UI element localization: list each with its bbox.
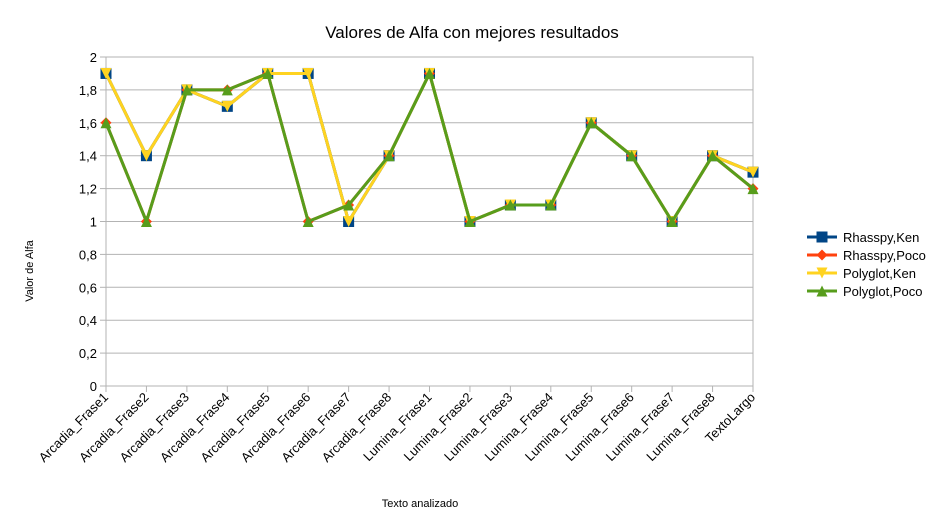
y-tick-label: 1,4 [79,149,97,164]
data-point [140,150,152,162]
y-tick-label: 2 [90,50,97,65]
legend: Rhasspy,Ken Rhasspy,Poco Polyglot,Ken Polyg… [807,230,926,299]
data-point [464,216,476,227]
chart-title: Valores de Alfa con mejores resultados [325,23,619,42]
series-4 [100,67,759,227]
axes: 0 0,2 0,4 0,6 0,8 1 1,2 1,4 1,6 1,8 2 Arcadia_Frase… [36,50,759,465]
x-tick-label: Arcadia_Frase5 [197,390,273,466]
legend-item: Polyglot,Ken [807,266,916,281]
data-point [585,117,597,129]
data-point [747,183,759,195]
legend-item: Polyglot,Poco [807,284,923,299]
x-axis-label: Texto analizado [382,498,458,510]
data-point [343,216,355,227]
data-point [504,199,516,211]
data-point [545,199,557,211]
x-tick-label: Arcadia_Frase4 [157,390,233,466]
y-tick-label: 0,4 [79,313,97,328]
y-tick-label: 1 [90,215,97,230]
y-tick-label: 0,8 [79,247,97,262]
data-point [221,84,233,96]
data-point [424,67,435,79]
x-tick-label: Arcadia_Frase6 [238,390,314,466]
data-point [221,100,233,112]
x-tick-label: Arcadia_Frase1 [36,390,112,466]
gridlines [106,56,753,387]
data-point [302,216,314,227]
data-point [343,199,355,211]
y-tick-label: 1,2 [79,182,97,197]
data-point [747,166,759,178]
data-point [262,67,274,79]
legend-marker [816,285,828,297]
y-tick-label: 1,8 [79,83,97,98]
data-point [181,84,193,96]
data-point [666,216,678,227]
y-tick-label: 1,6 [79,116,97,131]
data-point [100,117,112,129]
data-point [140,216,152,227]
legend-label: Polyglot,Poco [843,284,923,299]
x-tick-label: Arcadia_Frase8 [319,390,395,466]
data-point [383,150,395,162]
y-axis-label: Valor de Alfa [24,239,36,301]
legend-item: Rhasspy,Poco [807,248,926,263]
x-tick-label: Arcadia_Frase2 [76,390,152,466]
y-tick-label: 0 [90,379,97,394]
legend-item: Rhasspy,Ken [807,230,919,245]
legend-marker [816,231,828,243]
y-tick-label: 0,6 [79,280,97,295]
legend-marker [816,249,828,261]
data-point [302,67,314,79]
series-group [100,67,759,227]
x-tick-label: Arcadia_Frase3 [116,390,192,466]
data-point [707,150,719,162]
data-point [100,67,112,79]
y-tick-label: 0,2 [79,346,97,361]
x-tick-label: Arcadia_Frase7 [278,390,354,466]
legend-marker [816,267,828,279]
series-line [104,71,754,223]
legend-label: Rhasspy,Ken [843,230,919,245]
legend-label: Polyglot,Ken [843,266,916,281]
legend-label: Rhasspy,Poco [843,248,926,263]
data-point [626,150,638,162]
